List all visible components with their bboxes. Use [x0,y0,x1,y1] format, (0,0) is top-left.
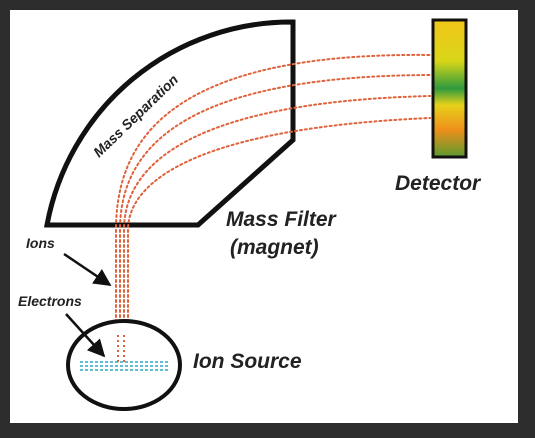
ion-source-label: Ion Source [193,350,302,373]
ion-beam-path [123,95,431,363]
magnet-label: (magnet) [230,236,319,259]
ions-label: Ions [26,235,55,251]
ion-beam-group [115,53,431,363]
mass-filter-label: Mass Filter [226,208,338,231]
ions-arrow [63,252,112,287]
detector-bar [431,18,468,159]
ion-beam-path [127,117,431,363]
detector-label: Detector [395,172,482,195]
mass-filter-magnet-shape [43,19,296,228]
ion-beam-path [119,74,431,363]
ion-beam-path [115,53,431,363]
electrons-arrow [65,313,106,358]
electrons-label: Electrons [18,293,82,309]
